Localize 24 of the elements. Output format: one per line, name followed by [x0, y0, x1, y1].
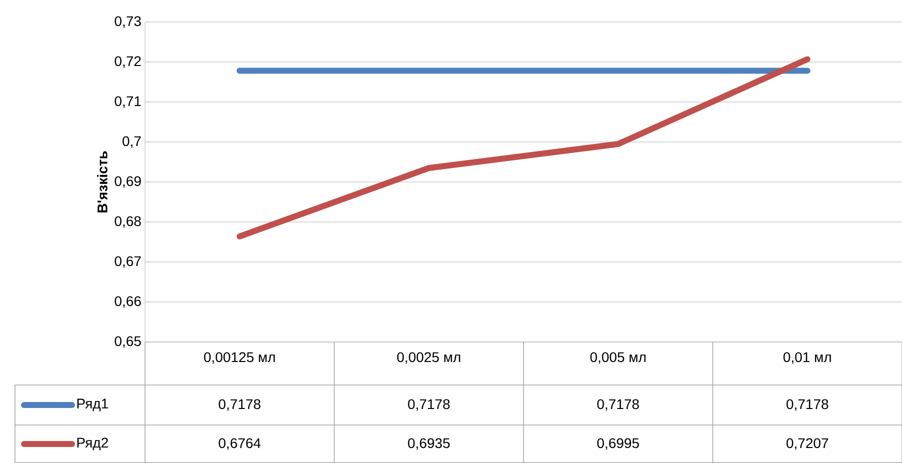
data-label: 0,7178: [786, 399, 828, 411]
y-tick-label: 0,73: [114, 16, 141, 28]
data-label: 0,7178: [408, 399, 450, 411]
data-label: 0,6935: [408, 438, 450, 450]
y-tick-label: 0,66: [114, 296, 141, 308]
legend-label: Ряд2: [77, 438, 108, 450]
y-tick-label: 0,71: [114, 96, 141, 108]
y-tick-label: 0,7: [122, 136, 141, 148]
x-tick-label: 0,01 мл: [783, 352, 831, 364]
y-tick-label: 0,69: [114, 176, 141, 188]
data-label: 0,7178: [597, 399, 639, 411]
x-tick-label: 0,0025 мл: [397, 352, 460, 364]
legend-label: Ряд1: [77, 398, 108, 412]
data-label: 0,7178: [218, 399, 260, 411]
data-label: 0,7207: [786, 438, 828, 450]
y-axis-title: В'язкість: [97, 151, 108, 212]
data-label: 0,6995: [597, 438, 639, 450]
y-tick-label: 0,65: [114, 336, 141, 348]
y-tick-label: 0,68: [114, 216, 141, 228]
y-tick-label: 0,67: [114, 256, 141, 268]
data-label: 0,6764: [218, 438, 261, 450]
x-tick-label: 0,005 мл: [590, 352, 646, 364]
x-tick-label: 0,00125 мл: [204, 352, 275, 364]
y-tick-label: 0,72: [114, 56, 141, 68]
